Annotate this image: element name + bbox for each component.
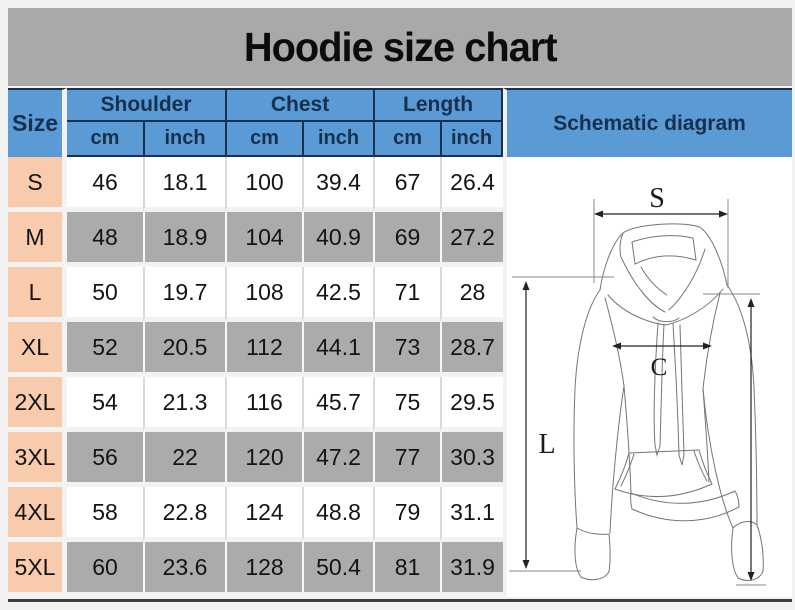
measurement-value: 31.9 bbox=[440, 542, 504, 597]
measurement-value: 18.1 bbox=[143, 157, 226, 212]
col-header-schematic: Schematic diagram bbox=[503, 88, 793, 157]
unit-header-shoulder-cm: cm bbox=[67, 122, 143, 157]
measurement-value: 69 bbox=[373, 212, 441, 267]
measurement-value: 67 bbox=[373, 157, 441, 212]
measurement-value: 46 bbox=[67, 157, 143, 212]
measurement-value: 112 bbox=[225, 322, 303, 377]
unit-header-chest-cm: cm bbox=[225, 122, 303, 157]
measurement-value: 27.2 bbox=[440, 212, 504, 267]
table-row: L 50 19.7 108 42.5 71 28 bbox=[8, 267, 504, 322]
hoodie-outline bbox=[573, 223, 764, 581]
measurement-value: 39.4 bbox=[302, 157, 374, 212]
size-label: 3XL bbox=[8, 432, 67, 487]
measurement-value: 50.4 bbox=[302, 542, 374, 597]
measurement-value: 73 bbox=[373, 322, 441, 377]
size-label: L bbox=[8, 267, 67, 322]
title-band: Hoodie size chart bbox=[8, 8, 792, 86]
measurement-value: 18.9 bbox=[143, 212, 226, 267]
measurement-value: 79 bbox=[373, 487, 441, 542]
measurement-value: 124 bbox=[225, 487, 303, 542]
size-label: XL bbox=[8, 322, 67, 377]
table-row: 2XL 54 21.3 116 45.7 75 29.5 bbox=[8, 377, 504, 432]
table-row: 4XL 58 22.8 124 48.8 79 31.1 bbox=[8, 487, 504, 542]
unit-header-shoulder-inch: inch bbox=[143, 122, 226, 157]
measurement-value: 47.2 bbox=[302, 432, 374, 487]
measurement-value: 28.7 bbox=[440, 322, 504, 377]
table-row: 5XL 60 23.6 128 50.4 81 31.9 bbox=[8, 542, 504, 597]
table-row: XL 52 20.5 112 44.1 73 28.7 bbox=[8, 322, 504, 377]
measurement-value: 42.5 bbox=[302, 267, 374, 322]
measurement-value: 54 bbox=[67, 377, 143, 432]
measurement-value: 48 bbox=[67, 212, 143, 267]
schematic-panel: Schematic diagram bbox=[503, 88, 793, 597]
measurement-value: 44.1 bbox=[302, 322, 374, 377]
col-header-length: Length bbox=[373, 88, 504, 122]
measurement-value: 21.3 bbox=[143, 377, 226, 432]
measurement-value: 100 bbox=[225, 157, 303, 212]
unit-header-length-inch: inch bbox=[440, 122, 504, 157]
measurement-value: 77 bbox=[373, 432, 441, 487]
col-header-size: Size bbox=[8, 88, 67, 157]
dimension-label-chest: C bbox=[651, 354, 668, 381]
measurement-value: 48.8 bbox=[302, 487, 374, 542]
measurement-value: 52 bbox=[67, 322, 143, 377]
size-table: Size Shoulder Chest Length cm inch cm in… bbox=[8, 88, 504, 597]
measurement-value: 56 bbox=[67, 432, 143, 487]
unit-header-length-cm: cm bbox=[373, 122, 441, 157]
col-header-shoulder: Shoulder bbox=[67, 88, 226, 122]
measurement-value: 75 bbox=[373, 377, 441, 432]
size-label: 4XL bbox=[8, 487, 67, 542]
measurement-value: 58 bbox=[67, 487, 143, 542]
chart-area: Size Shoulder Chest Length cm inch cm in… bbox=[8, 88, 793, 597]
schematic-body: S C L bbox=[503, 157, 793, 597]
measurement-value: 81 bbox=[373, 542, 441, 597]
measurement-value: 45.7 bbox=[302, 377, 374, 432]
size-table-header: Size Shoulder Chest Length cm inch cm in… bbox=[8, 88, 504, 157]
bottom-border-line bbox=[8, 599, 792, 602]
size-label: 5XL bbox=[8, 542, 67, 597]
page-title: Hoodie size chart bbox=[243, 23, 558, 70]
measurement-value: 120 bbox=[225, 432, 303, 487]
dimension-label-shoulder: S bbox=[649, 183, 665, 214]
measurement-value: 104 bbox=[225, 212, 303, 267]
measurement-value: 31.1 bbox=[440, 487, 504, 542]
unit-header-chest-inch: inch bbox=[302, 122, 374, 157]
measurement-value: 22 bbox=[143, 432, 226, 487]
measurement-value: 50 bbox=[67, 267, 143, 322]
size-table-body: S 46 18.1 100 39.4 67 26.4 M 48 18.9 104 40.9 69 27.2… bbox=[8, 157, 504, 597]
col-header-chest: Chest bbox=[225, 88, 374, 122]
size-label: M bbox=[8, 212, 67, 267]
measurement-value: 23.6 bbox=[143, 542, 226, 597]
size-label: 2XL bbox=[8, 377, 67, 432]
dimension-label-length: L bbox=[538, 429, 555, 460]
measurement-value: 60 bbox=[67, 542, 143, 597]
dimension-lines bbox=[525, 213, 752, 578]
table-row: S 46 18.1 100 39.4 67 26.4 bbox=[8, 157, 504, 212]
measurement-value: 22.8 bbox=[143, 487, 226, 542]
measurement-value: 116 bbox=[225, 377, 303, 432]
size-chart-page: Hoodie size chart Size Shoulder Chest Le… bbox=[8, 8, 793, 602]
measurement-value: 20.5 bbox=[143, 322, 226, 377]
measurement-value: 128 bbox=[225, 542, 303, 597]
measurement-value: 40.9 bbox=[302, 212, 374, 267]
size-label: S bbox=[8, 157, 67, 212]
hoodie-schematic-drawing: S C L bbox=[509, 183, 767, 586]
measurement-value: 19.7 bbox=[143, 267, 226, 322]
measurement-value: 30.3 bbox=[440, 432, 504, 487]
measurement-value: 26.4 bbox=[440, 157, 504, 212]
dimension-arrowheads bbox=[522, 210, 755, 581]
measurement-value: 108 bbox=[225, 267, 303, 322]
measurement-value: 71 bbox=[373, 267, 441, 322]
table-row: M 48 18.9 104 40.9 69 27.2 bbox=[8, 212, 504, 267]
measurement-value: 28 bbox=[440, 267, 504, 322]
measurement-value: 29.5 bbox=[440, 377, 504, 432]
table-row: 3XL 56 22 120 47.2 77 30.3 bbox=[8, 432, 504, 487]
